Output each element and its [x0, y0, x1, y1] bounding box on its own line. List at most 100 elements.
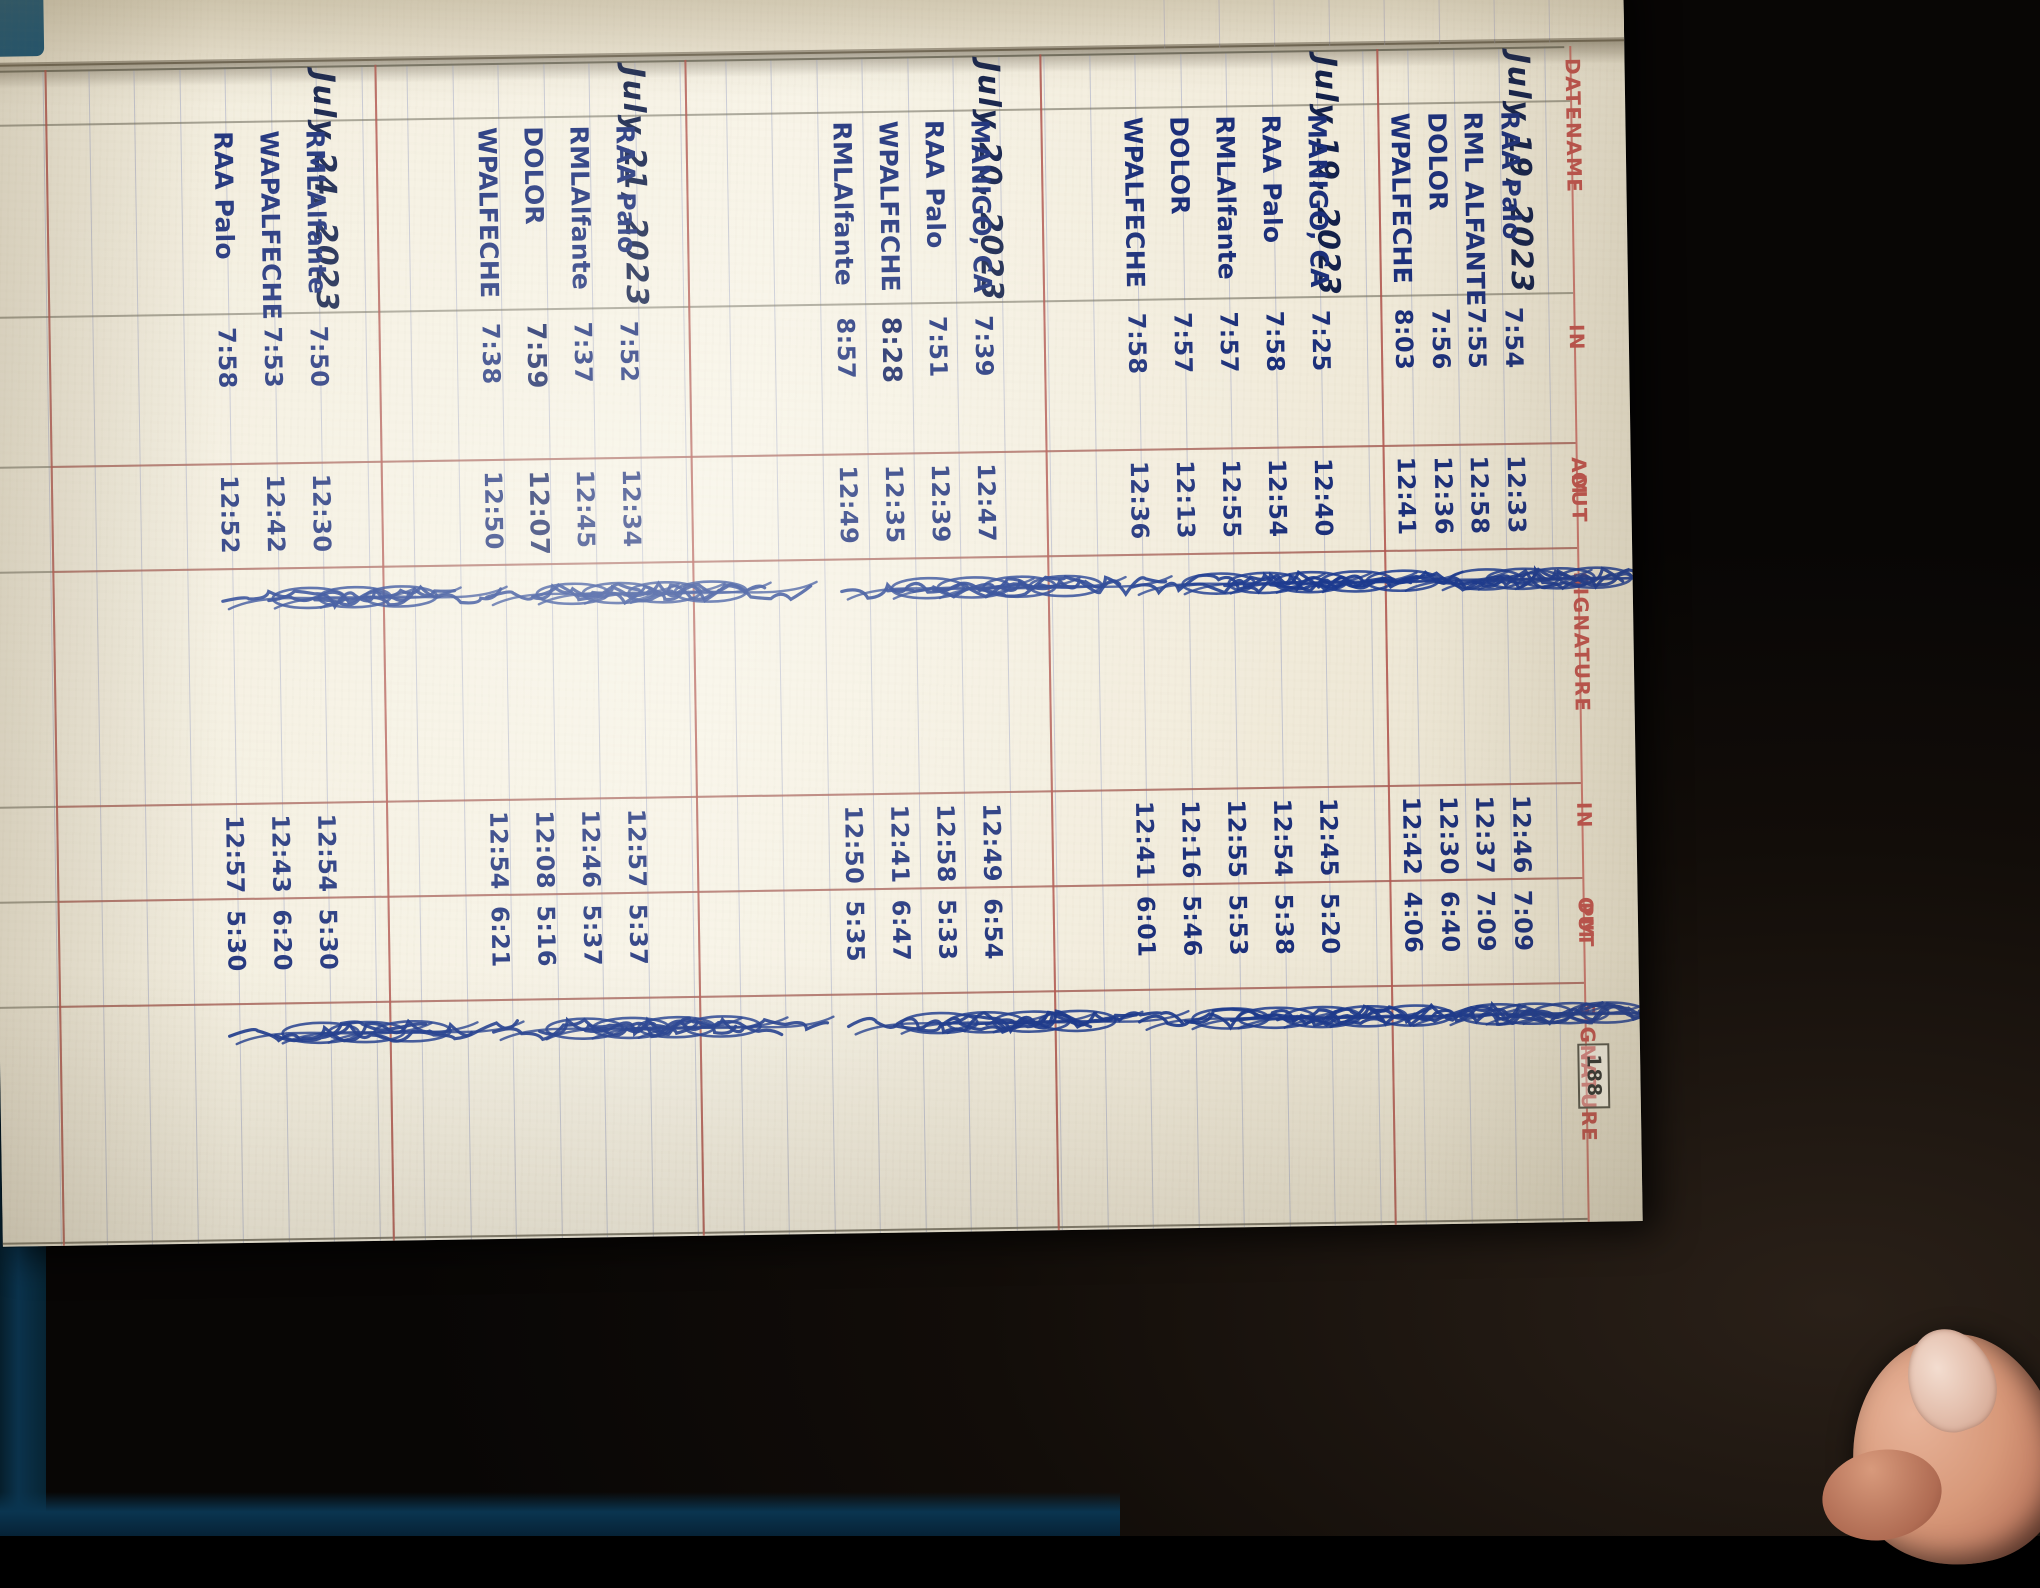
entry-pm-in: 12:46: [1507, 794, 1537, 875]
notebook-rule: [770, 58, 790, 1235]
entry-name: RMLAlfante: [827, 121, 859, 287]
entry-am-out: 12:33: [1501, 454, 1531, 535]
header-pm-out: OUT: [1573, 896, 1599, 949]
red-ruled-line: [59, 981, 1584, 1008]
entry-name: RMLAlfante: [300, 129, 332, 295]
page-number: 188: [1577, 1043, 1611, 1109]
entry-am-out: 12:50: [478, 470, 509, 551]
entry-signature-am: [265, 578, 466, 615]
entry-name: RMLAlfante: [564, 125, 596, 291]
entry-am-in: 7:54: [1499, 306, 1529, 369]
entry-signature-am: [528, 574, 729, 611]
entry-am-out: 12:58: [1464, 455, 1495, 535]
entry-pm-in: 12:58: [931, 803, 961, 884]
entry-am-in: 7:55: [1462, 307, 1492, 370]
entry-am-out: 12:36: [1124, 460, 1154, 540]
entry-pm-in: 12:08: [530, 810, 560, 890]
entry-pm-in: 12:42: [1396, 796, 1427, 876]
logbook-photo: DATE NAME IN AM OUT SIGNATURE IN PM OUT SIGNATURE…: [0, 0, 1643, 1247]
entry-pm-out: 5:37: [623, 903, 653, 966]
notebook-rule: [87, 69, 108, 1246]
entry-pm-in: 12:37: [1470, 795, 1500, 875]
entry-pm-out: 6:40: [1435, 890, 1464, 953]
entry-pm-in: 12:50: [839, 805, 869, 885]
notebook-rule: [178, 67, 199, 1244]
entry-name: RML ALFANTE: [1458, 111, 1491, 307]
entry-am-out: 12:54: [1262, 458, 1292, 538]
entry-signature-am: [883, 569, 1084, 606]
entry-name: RAA Palo: [919, 119, 951, 249]
entry-name: RMLAlfante: [1210, 115, 1242, 281]
entry-signature-am: [1220, 563, 1421, 600]
notebook-rule: [406, 64, 426, 1241]
header-am-in: IN: [1564, 323, 1590, 352]
entry-am-out: 12:35: [879, 464, 909, 544]
entry-name: RAA Palo: [208, 130, 240, 260]
entry-pm-in: 12:46: [576, 809, 606, 889]
entry-signature-am: [1128, 565, 1329, 602]
entry-pm-out: 5:53: [1223, 894, 1253, 957]
entry-pm-out: 5:30: [221, 909, 251, 973]
entry-pm-out: 5:46: [1177, 894, 1207, 958]
entry-am-in: 7:50: [304, 325, 334, 388]
header-name: NAME: [1561, 121, 1587, 194]
entry-name: DOLOR: [518, 126, 549, 226]
notebook-rule: [542, 62, 563, 1239]
notebook-cover-corner: [0, 0, 45, 57]
header-pm-in: IN: [1572, 801, 1597, 830]
header-signature-am: SIGNATURE: [1568, 571, 1595, 713]
entry-pm-in: 12:57: [220, 814, 250, 895]
entry-am-in: 7:37: [568, 321, 598, 384]
entry-pm-out: 5:37: [577, 904, 607, 967]
entry-am-in: 7:51: [923, 315, 953, 378]
entry-pm-out: 5:16: [531, 905, 561, 968]
entry-pm-out: 5:38: [1269, 893, 1299, 956]
entry-pm-out: 7:09: [1508, 889, 1538, 952]
entry-name: RAA Palo: [1256, 114, 1288, 244]
entry-am-out: 12:13: [1170, 459, 1200, 540]
entry-am-in: 7:57: [1214, 311, 1244, 374]
entry-signature-am: [1174, 564, 1375, 601]
entry-signature-am: [620, 573, 821, 610]
entry-name: WPALFECHE: [873, 120, 906, 293]
entry-am-in: 7:39: [969, 315, 999, 378]
entry-am-out: 12:36: [1428, 455, 1458, 536]
entry-am-out: 12:45: [570, 469, 601, 549]
entry-pm-out: 5:30: [313, 908, 343, 971]
entry-pm-in: 12:41: [1130, 800, 1160, 880]
entry-signature-am: [1395, 561, 1596, 598]
entry-pm-out: 5:35: [840, 900, 870, 963]
entry-pm-in: 12:57: [622, 808, 652, 888]
entry-pm-in: 12:55: [1222, 799, 1252, 879]
entry-am-out: 12:34: [616, 468, 647, 548]
entry-pm-out: 6:21: [485, 905, 515, 968]
entry-signature-am: [482, 575, 683, 612]
entry-pm-in: 12:41: [885, 804, 915, 884]
header-date: DATE: [1560, 57, 1586, 122]
entry-pm-in: 12:54: [312, 813, 342, 893]
entry-pm-out: 6:47: [886, 899, 916, 962]
red-ruled-line: [50, 442, 1576, 468]
entry-signature-pm: [489, 1010, 700, 1047]
entry-am-out: 12:40: [1308, 457, 1338, 538]
entry-am-in: 7:53: [258, 326, 288, 389]
entry-am-in: 7:52: [614, 320, 644, 383]
notebook-rule: [451, 63, 472, 1240]
entry-am-out: 12:39: [925, 463, 955, 544]
entry-signature-am: [1312, 562, 1513, 599]
entry-pm-in: 12:49: [977, 803, 1007, 883]
notebook-rule: [1543, 46, 1564, 1223]
entry-pm-out: 5:20: [1315, 892, 1345, 955]
entry-signature-am: [1469, 560, 1643, 597]
notebook-rule: [1179, 52, 1200, 1229]
entry-pm-in: 12:43: [266, 814, 296, 894]
notebook-rule: [133, 68, 153, 1245]
notebook-rule: [1043, 54, 1063, 1231]
entry-name: WPALFECHE: [472, 126, 505, 299]
entry-am-in: 7:25: [1306, 309, 1336, 372]
entry-signature-pm: [581, 1008, 792, 1045]
notebook-rule: [724, 59, 745, 1236]
entry-name: DOLOR: [1164, 115, 1195, 215]
entry-am-in: 7:57: [1168, 311, 1198, 375]
entry-name: WPALFECHE: [1385, 112, 1417, 285]
